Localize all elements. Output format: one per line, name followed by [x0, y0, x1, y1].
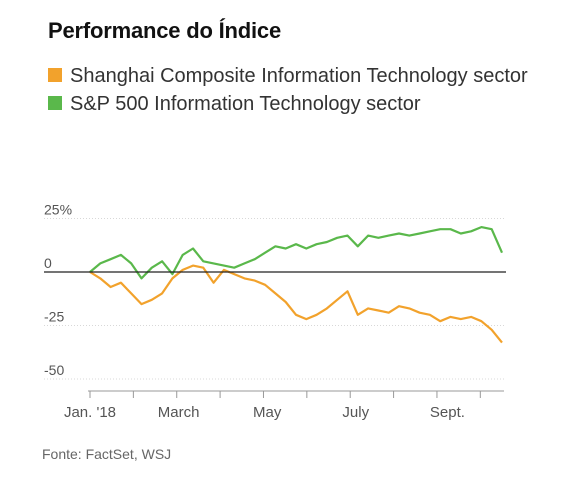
source-note: Fonte: FactSet, WSJ [42, 446, 172, 462]
legend-label-shanghai: Shanghai Composite Information Technolog… [70, 65, 528, 87]
x-tick-label: July [342, 404, 369, 421]
chart-title: Performance do Índice [48, 18, 281, 43]
legend-item-shanghai: Shanghai Composite Information Technolog… [48, 62, 548, 90]
series-line-shanghai [89, 264, 503, 344]
legend-label-sp500: S&P 500 Information Technology sector [70, 93, 421, 115]
legend-item-sp500: S&P 500 Information Technology sector [48, 90, 548, 118]
x-tick-label: Sept. [430, 404, 465, 421]
legend-swatch-sp500 [48, 96, 62, 110]
y-tick-label: -25 [44, 309, 64, 325]
x-tick-label: May [253, 404, 282, 421]
legend: Shanghai Composite Information Technolog… [48, 62, 548, 118]
line-chart: 25% 0 -25 -50 Jan. '18 March May July Sept. [44, 202, 506, 421]
y-tick-label: -50 [44, 362, 64, 378]
x-tick-label: Jan. '18 [64, 404, 116, 421]
legend-swatch-shanghai [48, 68, 62, 82]
y-tick-label: 0 [44, 255, 52, 271]
series-line-sp500 [89, 225, 504, 280]
y-tick-label: 25% [44, 202, 72, 218]
x-tick-label: March [158, 404, 200, 421]
